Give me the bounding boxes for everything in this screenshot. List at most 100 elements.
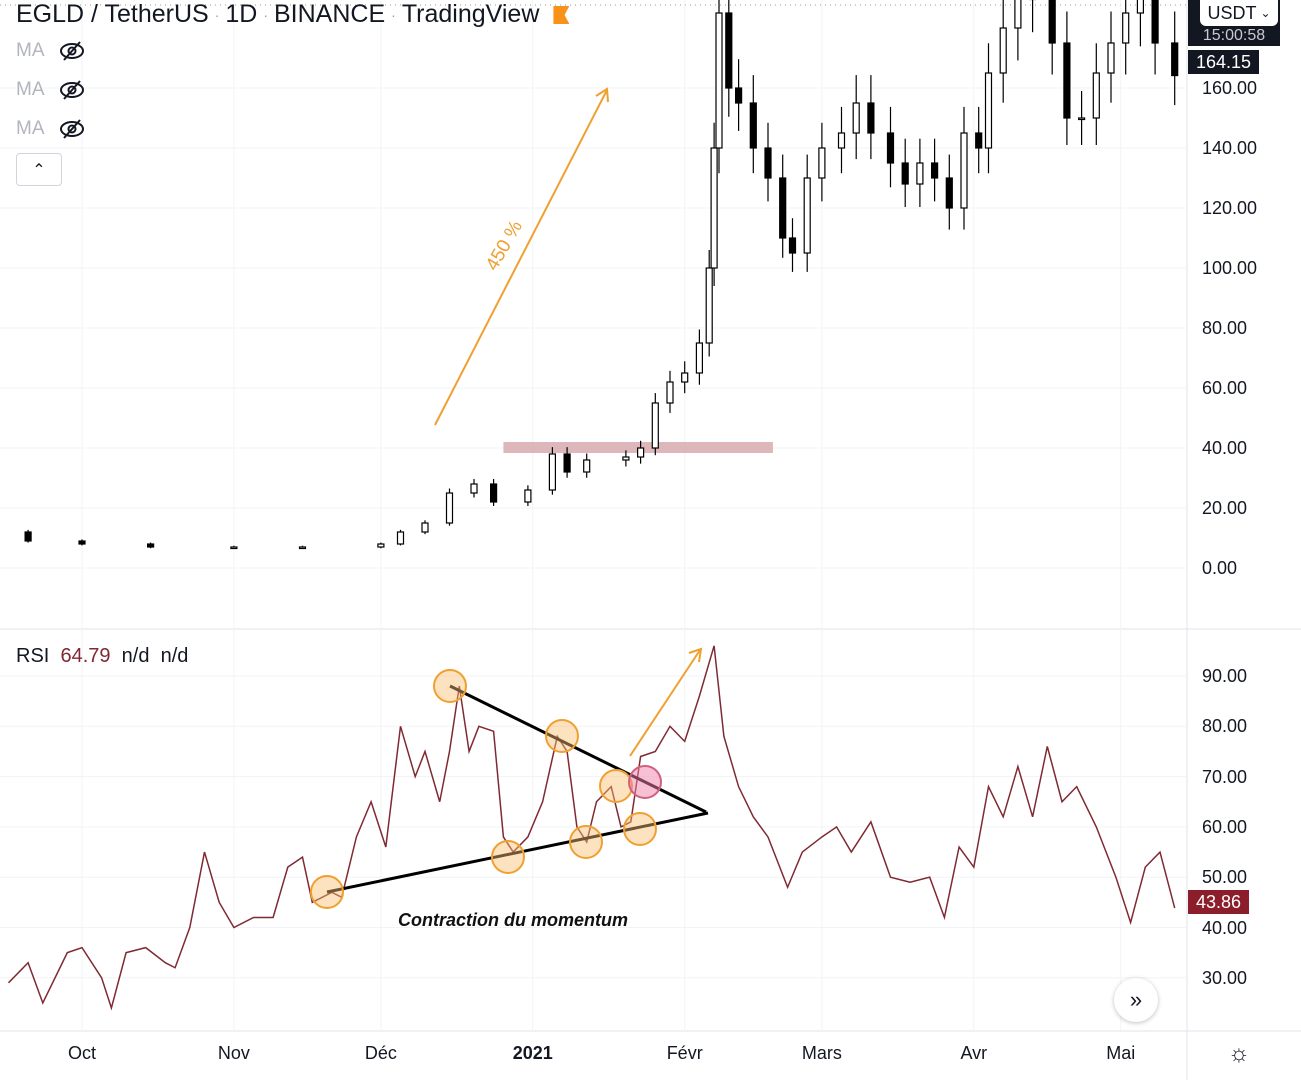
candle-body <box>298 546 307 550</box>
settings-gear-icon[interactable]: ☼ <box>1228 1040 1250 1067</box>
candle-body <box>916 162 924 185</box>
rsi-value: 64.79 <box>60 645 111 667</box>
rsi-value-3: n/d <box>160 645 189 667</box>
rsi-last-badge: 43.86 <box>1188 890 1250 914</box>
source-label: TradingView <box>401 0 540 28</box>
candle-body <box>1092 72 1100 119</box>
indicator-ma-3[interactable]: MA <box>16 118 85 140</box>
candle-body <box>1171 42 1179 77</box>
candle-body <box>147 543 155 548</box>
candle-body <box>803 177 811 254</box>
chevron-up-icon: ⌃ <box>32 161 46 179</box>
time-tick-label: Nov <box>217 1043 250 1063</box>
exchange-label: BINANCE <box>274 0 386 28</box>
scroll-to-realtime-button[interactable]: » <box>1114 978 1158 1022</box>
candle-body <box>705 267 713 344</box>
indicator-ma-1[interactable]: MA <box>16 40 85 62</box>
rsi-note: Contraction du momentum <box>398 910 628 930</box>
candle-body <box>867 102 875 134</box>
currency-selector[interactable]: USDT ⌄ <box>1200 0 1278 26</box>
candle-body <box>715 12 723 149</box>
resistance-trendline <box>449 684 707 814</box>
arrow-head-icon <box>595 87 609 103</box>
price-tick-label: 100.00 <box>1202 258 1258 278</box>
eye-off-icon[interactable] <box>59 80 85 100</box>
touch-point-marker <box>545 719 579 753</box>
collapse-legend-button[interactable]: ⌃ <box>16 153 62 186</box>
candle-body <box>681 372 689 383</box>
flag-icon[interactable] <box>553 6 570 24</box>
indicator-label: MA <box>16 79 45 100</box>
candle-body <box>852 102 860 134</box>
eye-off-icon[interactable] <box>59 119 85 139</box>
candle-body <box>421 522 429 533</box>
candle-body <box>818 147 826 179</box>
candle-body <box>1077 117 1086 121</box>
indicator-label: MA <box>16 118 45 139</box>
candle-body <box>666 381 674 404</box>
candle-body <box>636 447 645 458</box>
touch-point-marker <box>310 875 344 909</box>
candle-body <box>734 87 743 104</box>
currency-label: USDT <box>1207 2 1257 23</box>
candle-body <box>24 531 32 542</box>
rsi-tick-label: 60.00 <box>1202 816 1248 837</box>
candle-body <box>377 543 385 548</box>
touch-point-marker <box>433 669 467 703</box>
time-tick-label: Févr <box>666 1043 703 1063</box>
candle-body <box>764 147 772 179</box>
candle-body <box>1107 42 1115 74</box>
candle-body <box>695 342 704 374</box>
indicator-ma-2[interactable]: MA <box>16 79 85 101</box>
price-tick-label: 60.00 <box>1202 378 1248 398</box>
candle-body <box>563 453 571 473</box>
double-chevron-right-icon: » <box>1129 987 1143 1012</box>
candle-body <box>78 540 86 545</box>
chevron-down-icon: ⌄ <box>1260 6 1271 20</box>
rsi-value-2: n/d <box>121 645 150 667</box>
breakout-marker <box>628 765 662 799</box>
price-tick-label: 160.00 <box>1202 78 1258 98</box>
candle-body <box>901 162 909 185</box>
touch-point-marker <box>623 812 657 846</box>
time-tick-label: 2021 <box>512 1043 553 1063</box>
candle-body <box>749 102 757 149</box>
candle-body <box>975 132 983 149</box>
time-tick-label: Avr <box>960 1043 988 1063</box>
rsi-breakout-arrow <box>629 649 701 757</box>
time-tick-label: Oct <box>67 1043 97 1063</box>
eye-off-icon[interactable] <box>59 41 85 61</box>
indicator-label: MA <box>16 40 45 61</box>
arrow-head-icon <box>688 647 703 663</box>
time-tick-label: Déc <box>364 1043 397 1063</box>
interval-label[interactable]: 1D <box>225 0 258 28</box>
candle-body <box>930 162 939 179</box>
price-tick-label: 140.00 <box>1202 138 1258 158</box>
price-tick-label: 80.00 <box>1202 318 1248 338</box>
candle-body <box>490 483 498 503</box>
rsi-tick-label: 50.00 <box>1202 867 1248 888</box>
time-tick-label: Mai <box>1106 1043 1136 1063</box>
rsi-line <box>7 645 1176 1011</box>
price-tick-label: 40.00 <box>1202 438 1248 458</box>
candle-body <box>651 402 659 449</box>
support-trendline <box>326 811 709 894</box>
candle-body <box>725 12 733 89</box>
candle-body <box>999 27 1007 74</box>
candle-body <box>470 483 478 494</box>
candle-body <box>1014 0 1022 29</box>
candle-body <box>230 546 238 550</box>
rsi-legend[interactable]: RSI 64.79 n/d n/d <box>16 645 188 668</box>
candle-body <box>1048 0 1056 44</box>
price-tick-label: 120.00 <box>1202 198 1258 218</box>
rsi-tick-label: 80.00 <box>1202 716 1248 737</box>
candle-body <box>583 459 591 473</box>
touch-point-marker <box>599 769 633 803</box>
candle-body <box>710 147 718 269</box>
rsi-tick-label: 30.00 <box>1202 967 1248 988</box>
candle-body <box>788 237 797 254</box>
candle-body <box>1136 0 1145 14</box>
candle-body <box>1122 12 1130 44</box>
touch-point-marker <box>491 840 525 874</box>
